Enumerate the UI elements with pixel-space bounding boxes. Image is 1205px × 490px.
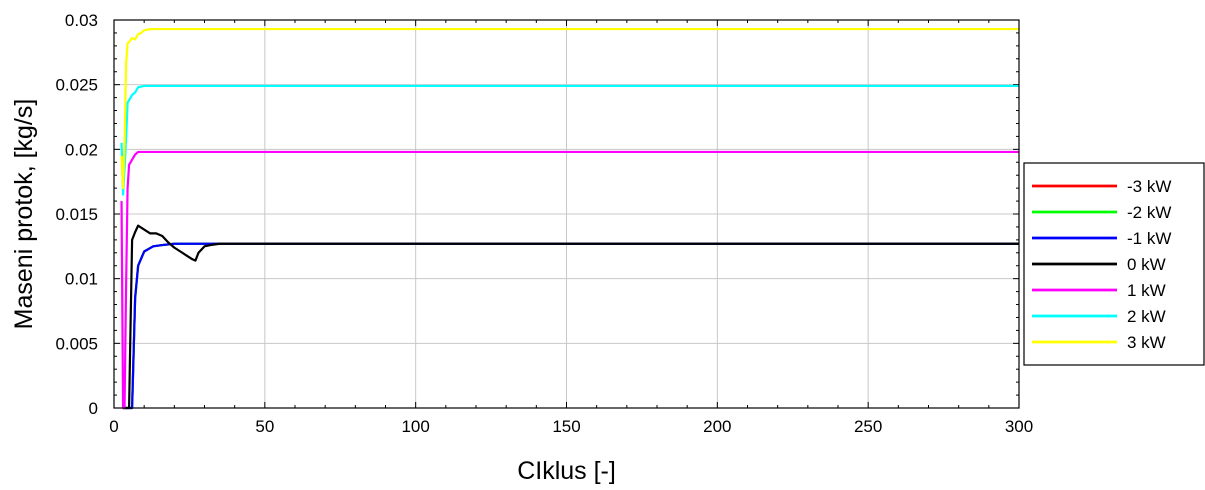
- legend-label: -1 kW: [1127, 229, 1171, 248]
- legend-label: 2 kW: [1127, 307, 1166, 326]
- legend: -3 kW -2 kW -1 kW 0 kW 1 kW 2 kW 3 kW: [1023, 162, 1205, 366]
- legend-label: 0 kW: [1127, 255, 1166, 274]
- x-axis-title: CIklus [-]: [517, 457, 616, 485]
- series-line: [120, 27, 1019, 190]
- series-lines: [120, 27, 1019, 410]
- x-tick-label: 50: [255, 417, 274, 436]
- series-line: [120, 150, 1019, 410]
- legend-label: 1 kW: [1127, 281, 1166, 300]
- y-axis-title: Maseni protok, [kg/s]: [10, 99, 38, 330]
- grid: [114, 20, 1019, 408]
- tick-labels: 0 50 100 150 200 250 300 0 0.005 0.01 0.015 0.02 0.0…: [55, 11, 1033, 436]
- series-line: [123, 224, 1019, 410]
- x-tick-label: 150: [552, 417, 580, 436]
- y-tick-label: 0.005: [55, 334, 98, 353]
- legend-label: 3 kW: [1127, 333, 1166, 352]
- y-tick-label: 0.01: [65, 270, 98, 289]
- x-tick-label: 200: [703, 417, 731, 436]
- y-tick-label: 0.025: [55, 76, 98, 95]
- y-tick-label: 0.015: [55, 205, 98, 224]
- legend-label: -2 kW: [1127, 203, 1171, 222]
- y-tick-label: 0.03: [65, 11, 98, 30]
- y-tick-label: 0: [89, 399, 98, 418]
- plot-frame: [113, 19, 1020, 409]
- series-line: [120, 84, 1019, 196]
- x-tick-label: 300: [1005, 417, 1033, 436]
- y-tick-label: 0.02: [65, 140, 98, 159]
- legend-label: -3 kW: [1127, 177, 1171, 196]
- x-tick-label: 100: [401, 417, 429, 436]
- x-tick-label: 0: [109, 417, 118, 436]
- x-tick-label: 250: [854, 417, 882, 436]
